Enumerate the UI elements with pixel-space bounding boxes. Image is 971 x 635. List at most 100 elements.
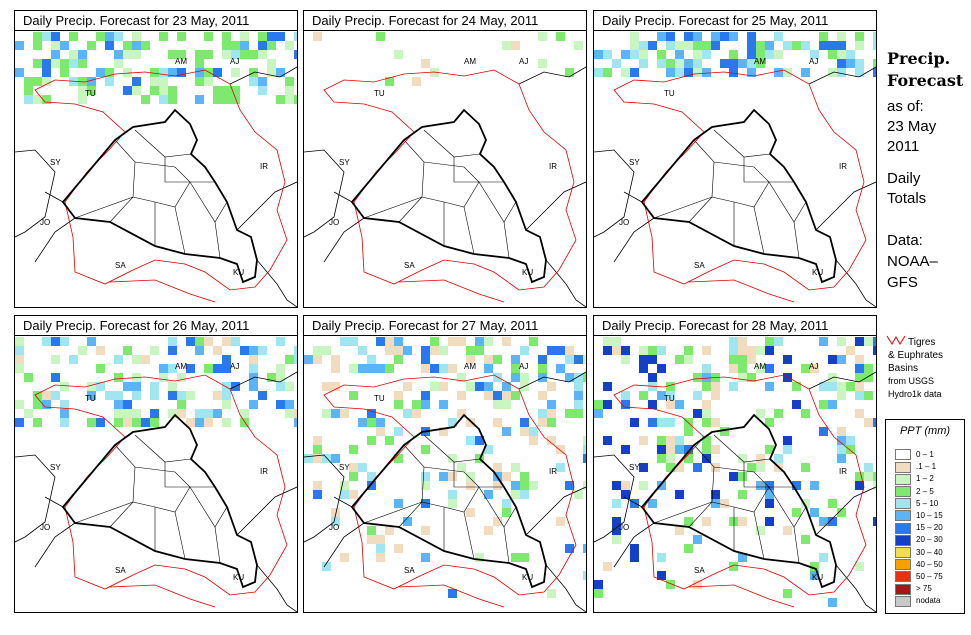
precip-cell bbox=[421, 400, 430, 409]
precip-cell bbox=[367, 409, 376, 418]
panel-title: Daily Precip. Forecast for 23 May, 2011 bbox=[15, 11, 297, 31]
precip-cell bbox=[240, 409, 249, 418]
precip-cell bbox=[657, 454, 666, 463]
precip-cell bbox=[123, 86, 132, 95]
precip-cell bbox=[349, 364, 358, 373]
precip-cell bbox=[213, 346, 222, 355]
precip-cell bbox=[511, 463, 520, 472]
legend-item: 15 – 20 bbox=[895, 522, 943, 534]
precip-cell bbox=[657, 364, 666, 373]
precip-cell bbox=[837, 382, 846, 391]
precip-cell bbox=[819, 553, 828, 562]
legend-title: PPT (mm) bbox=[899, 425, 951, 437]
precip-cell bbox=[684, 544, 693, 553]
forecast-panel-4: Daily Precip. Forecast for 26 May, 2011 … bbox=[14, 315, 298, 613]
precip-cell bbox=[349, 490, 358, 499]
precip-cell bbox=[702, 364, 711, 373]
precip-cell bbox=[657, 418, 666, 427]
precip-cell bbox=[529, 481, 538, 490]
map-label-am: AM bbox=[464, 57, 476, 66]
precip-cell bbox=[33, 391, 42, 400]
precip-cell bbox=[168, 409, 177, 418]
precip-cell bbox=[693, 59, 702, 68]
precip-cell bbox=[276, 68, 285, 77]
precip-cell bbox=[837, 436, 846, 445]
precip-cell bbox=[285, 41, 294, 50]
iraq-border bbox=[61, 108, 258, 284]
panel-title: Daily Precip. Forecast for 25 May, 2011 bbox=[594, 11, 876, 31]
precip-cell bbox=[168, 95, 177, 104]
precip-cell bbox=[684, 355, 693, 364]
precip-cell bbox=[556, 517, 565, 526]
precip-cell bbox=[657, 436, 666, 445]
precip-cell bbox=[594, 68, 603, 77]
precip-cell bbox=[51, 59, 60, 68]
precip-cell bbox=[466, 355, 475, 364]
map-label-ku: KU bbox=[812, 268, 823, 277]
province-border bbox=[463, 206, 475, 255]
precip-cell bbox=[439, 400, 448, 409]
precip-cell bbox=[720, 499, 729, 508]
precip-cell bbox=[42, 391, 51, 400]
precip-cell bbox=[285, 382, 294, 391]
country-border bbox=[15, 371, 297, 612]
precip-cell bbox=[774, 68, 783, 77]
precip-cell bbox=[828, 400, 837, 409]
precip-cell bbox=[87, 41, 96, 50]
precip-cell bbox=[69, 355, 78, 364]
province-border bbox=[768, 181, 807, 223]
precip-cell bbox=[258, 32, 267, 41]
precip-cell bbox=[574, 490, 583, 499]
precip-cell bbox=[648, 373, 657, 382]
precip-cell bbox=[502, 472, 511, 481]
precip-cell bbox=[837, 59, 846, 68]
legend-label: 1 – 2 bbox=[916, 474, 934, 484]
precip-cell bbox=[774, 454, 783, 463]
precip-cell bbox=[249, 400, 258, 409]
asof-date-line1: 23 May bbox=[887, 118, 937, 135]
precip-cell bbox=[168, 86, 177, 95]
precip-cell bbox=[765, 41, 774, 50]
province-border bbox=[713, 129, 771, 158]
precip-cell bbox=[294, 418, 297, 427]
precip-cell bbox=[294, 355, 297, 364]
basin-boundary bbox=[323, 374, 577, 596]
precip-cell bbox=[594, 400, 603, 409]
legend-item: 30 – 40 bbox=[895, 546, 943, 558]
precip-cell bbox=[249, 77, 258, 86]
basin-boundary bbox=[688, 279, 795, 303]
precip-cell bbox=[222, 50, 231, 59]
precip-cell bbox=[421, 499, 430, 508]
province-border bbox=[423, 129, 481, 158]
precip-cell bbox=[783, 41, 792, 50]
precip-cell bbox=[583, 454, 586, 463]
province-border bbox=[688, 501, 713, 528]
precip-cell bbox=[394, 427, 403, 436]
precip-cell bbox=[448, 490, 457, 499]
precip-cell bbox=[738, 355, 747, 364]
asof-date-line2: 2011 bbox=[887, 138, 920, 155]
legend-swatch bbox=[895, 485, 911, 497]
precip-cell bbox=[385, 364, 394, 373]
precip-cell bbox=[484, 526, 493, 535]
precip-cell bbox=[621, 346, 630, 355]
precip-cell bbox=[612, 535, 621, 544]
precip-cell bbox=[123, 41, 132, 50]
precip-cell bbox=[349, 463, 358, 472]
basin-boundary bbox=[398, 279, 505, 303]
precip-cell bbox=[828, 50, 837, 59]
basin-boundary bbox=[613, 374, 867, 596]
province-border bbox=[109, 501, 134, 528]
precip-cell bbox=[747, 463, 756, 472]
precip-cell bbox=[258, 86, 267, 95]
province-border bbox=[134, 129, 192, 158]
precip-cell bbox=[828, 355, 837, 364]
precip-cell bbox=[484, 355, 493, 364]
precip-cell bbox=[258, 77, 267, 86]
precip-cell bbox=[630, 499, 639, 508]
precip-cell bbox=[105, 41, 114, 50]
precip-cell bbox=[837, 355, 846, 364]
precip-cell bbox=[511, 481, 520, 490]
precip-cell bbox=[502, 41, 511, 50]
map-label-ir: IR bbox=[549, 162, 557, 171]
